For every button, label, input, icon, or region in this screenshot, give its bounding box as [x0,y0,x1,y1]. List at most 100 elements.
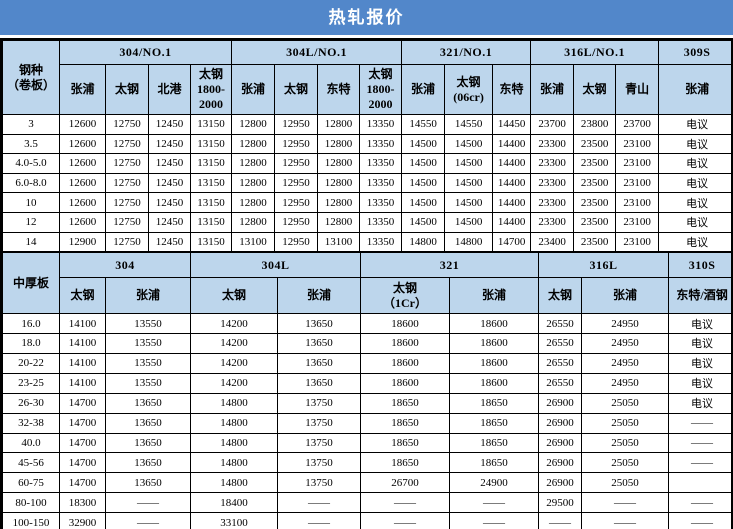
spec-cell: 80-100 [2,492,60,514]
grade-header-row: 钢种 （卷板） 304/NO.1 304L/NO.1 321/NO.1 316L/NO.… [2,40,731,115]
price-cell: 12750 [105,114,149,135]
price-cell: 12950 [274,192,319,213]
price-cell: 23800 [573,114,617,135]
price-cell: 18600 [449,372,540,394]
price-cell: 12800 [317,211,361,233]
price-cell: 14500 [444,211,494,233]
price-cell: 12450 [148,133,191,155]
price-row: 4.0-5.0 12600 12750 12450 13150 12800 12950 128… [2,153,731,174]
price-cell: 12800 [317,133,361,155]
price-row: 23-25 14100 13550 14200 13650 18600 18600 26550… [2,372,731,394]
price-cell: 18600 [360,333,451,354]
price-cell: 12800 [231,114,276,135]
price-cell: 14700 [59,412,106,434]
price-cell: 14800 [190,432,278,454]
price-cell: 14700 [59,472,106,494]
price-cell: 电议 [668,352,731,374]
price-cell: 13750 [276,432,362,454]
price-cell: 26900 [538,452,583,474]
page-title: 热轧报价 [0,0,733,35]
price-cell: 23500 [573,192,617,213]
mill-header-row: 张浦 太钢 北港 太钢 1800- 2000 张浦 太钢 东特 太钢 1800- 2000 张浦… [3,64,731,115]
price-cell: 14400 [492,153,532,174]
spec-cell: 12 [2,211,60,233]
mill-header: 太钢 [105,64,149,115]
price-row: 10 12600 12750 12450 13150 12800 12950 12800 133… [2,192,731,213]
price-cell: 12800 [231,192,276,213]
price-cell: 25050 [581,452,670,474]
price-cell: 13100 [317,231,361,253]
spec-cell: 100-150 [2,512,60,529]
mill-header: 太钢 (06cr) [444,64,494,115]
price-cell: 12750 [105,192,149,213]
price-cell: 12600 [59,133,106,155]
price-cell: 24950 [581,372,670,394]
price-row: 45-56 14700 13650 14800 13750 18650 18650 26900… [2,452,731,474]
price-cell: 电议 [658,114,731,135]
price-cell: —— [668,412,731,434]
spec-cell: 4.0-5.0 [2,153,60,174]
price-row: 3.5 12600 12750 12450 13150 12800 12950 12800 13… [2,133,731,155]
price-cell: 14100 [59,372,106,394]
price-cell: 26550 [538,372,583,394]
price-cell: 23500 [573,172,617,194]
price-cell: 13550 [105,352,191,374]
price-cell: 13100 [231,231,276,253]
price-cell: 18600 [449,352,540,374]
price-cell: 18600 [449,313,540,335]
price-cell: 14500 [444,133,494,155]
price-cell: —— [449,512,540,529]
price-cell: 23500 [573,211,617,233]
price-cell: 18650 [449,432,540,454]
price-cell: 32900 [59,512,106,529]
price-cell: 14700 [59,452,106,474]
price-grid: 钢种 （卷板） 304/NO.1 304L/NO.1 321/NO.1 316L/NO.… [0,38,733,529]
price-cell: 23700 [530,114,575,135]
spec-cell: 16.0 [2,313,60,335]
price-cell: 18650 [360,432,451,454]
mill-header: 张浦 [530,64,575,115]
price-cell: 14800 [444,231,494,253]
price-cell: 12450 [148,114,191,135]
price-cell: 25050 [581,432,670,454]
price-cell: —— [276,492,362,514]
price-cell: 23500 [573,231,617,253]
price-row: 20-22 14100 13550 14200 13650 18600 18600 26550… [2,352,731,374]
price-row: 80-100 18300 —— 18400 —— —— —— 29500 —— —— [2,492,731,514]
grade-group-header: 316L/NO.1 [530,40,660,65]
price-cell: 12950 [274,133,319,155]
mill-header: 东特/酒钢 [668,277,731,315]
price-cell: 18650 [449,392,540,414]
price-cell: 24950 [581,352,670,374]
mill-header: 张浦 [401,64,446,115]
price-cell: —— [360,512,451,529]
price-row: 3 12600 12750 12450 13150 12800 12950 12800 1335… [2,114,731,135]
price-cell: 14500 [444,192,494,213]
price-cell: 14100 [59,333,106,354]
price-cell: —— [668,512,731,529]
price-cell: 13750 [276,412,362,434]
price-cell: 12950 [274,211,319,233]
price-cell: 14700 [59,432,106,454]
price-cell: 29500 [538,492,583,514]
price-cell: 14500 [401,211,446,233]
price-cell: 13150 [189,114,233,135]
mill-header: 太钢 [573,64,617,115]
price-cell: 12600 [59,211,106,233]
price-cell: 12450 [148,172,191,194]
price-row: 14 12900 12750 12450 13150 13100 12950 13100 133… [2,231,731,253]
mill-header: 张浦 [449,277,540,315]
price-cell: 14800 [401,231,446,253]
price-cell: 13350 [359,153,403,174]
price-cell: 12450 [148,211,191,233]
price-cell: 23500 [573,153,617,174]
price-cell: —— [449,492,540,514]
spec-cell: 32-38 [2,412,60,434]
price-row: 18.0 14100 13550 14200 13650 18600 18600 26550 2… [2,333,731,354]
price-cell: —— [668,492,731,514]
price-cell: 12950 [274,114,319,135]
mill-header: 张浦 [105,277,191,315]
price-cell: 13350 [359,211,403,233]
price-cell: 12950 [274,172,319,194]
spec-cell: 45-56 [2,452,60,474]
